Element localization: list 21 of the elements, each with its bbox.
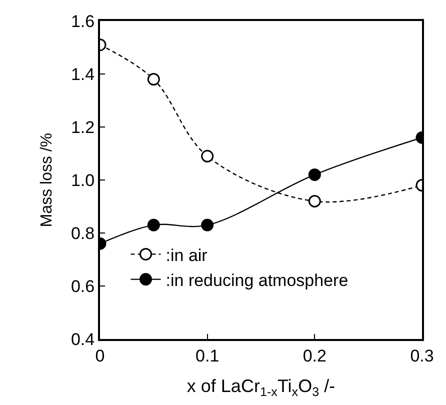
y-tick-label: 1.2 bbox=[70, 118, 95, 137]
y-tick-label: 1.0 bbox=[70, 170, 95, 190]
y-tick-label: 0.8 bbox=[70, 224, 95, 243]
x-tick-label: 0.2 bbox=[302, 346, 326, 366]
y-axis-title: Mass loss /% bbox=[38, 132, 56, 228]
legend-label: :in air bbox=[166, 246, 208, 265]
x-axis-title: x of LaCr$_{1-x}$Ti$_{x}$O$_{3}$ /- bbox=[186, 376, 336, 399]
y-tick-label: 1.4 bbox=[70, 64, 95, 84]
point bbox=[201, 150, 214, 162]
point bbox=[147, 218, 160, 232]
x-tick-label: 0.1 bbox=[196, 346, 220, 366]
point bbox=[147, 73, 160, 86]
y-tick-label: 0.6 bbox=[70, 276, 95, 296]
y-tick-label: 1.6 bbox=[70, 12, 95, 31]
x-tick-label: 0.3 bbox=[410, 346, 434, 366]
point bbox=[308, 194, 321, 208]
point bbox=[308, 168, 321, 181]
x-tick-label: 0 bbox=[95, 346, 105, 366]
point bbox=[201, 218, 214, 232]
legend-label: :in reducing atmosphere bbox=[166, 270, 348, 290]
y-tick-label: 0.4 bbox=[70, 330, 95, 349]
